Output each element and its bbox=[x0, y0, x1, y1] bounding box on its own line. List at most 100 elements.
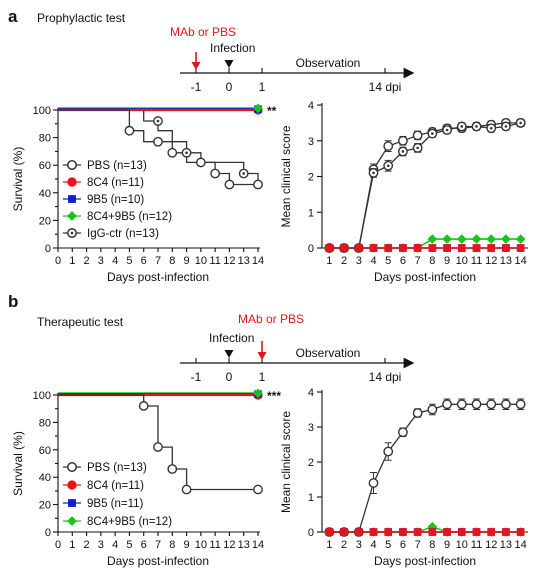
data-point bbox=[427, 128, 438, 139]
data-point bbox=[472, 244, 481, 252]
infection-marker bbox=[224, 350, 234, 358]
data-point-dot bbox=[504, 125, 508, 128]
data-point bbox=[502, 528, 510, 536]
data-point bbox=[443, 528, 451, 536]
treatment-arrowhead bbox=[191, 62, 201, 70]
data-point bbox=[369, 528, 378, 536]
y-tick-label: 100 bbox=[33, 390, 51, 402]
x-tick-label: 11 bbox=[471, 539, 482, 551]
x-tick-label: 5 bbox=[126, 255, 132, 267]
data-point bbox=[456, 234, 467, 244]
treatment-label: MAb or PBS bbox=[170, 25, 236, 39]
series-line bbox=[329, 122, 521, 249]
observation-label: Observation bbox=[296, 346, 361, 360]
data-point bbox=[486, 123, 497, 134]
data-point bbox=[413, 528, 422, 536]
x-tick-label: 6 bbox=[400, 539, 406, 551]
y-tick-label: 1 bbox=[308, 207, 314, 219]
y-tick-label: 60 bbox=[39, 445, 51, 457]
data-point bbox=[442, 399, 452, 410]
x-tick-label: 10 bbox=[456, 255, 468, 267]
data-point bbox=[398, 427, 408, 438]
data-point bbox=[153, 116, 163, 126]
y-tick-label: 0 bbox=[45, 243, 51, 255]
legend-marker bbox=[67, 177, 77, 187]
x-tick-label: 7 bbox=[415, 255, 421, 267]
legend-marker bbox=[67, 228, 77, 238]
y-tick-label: 1 bbox=[308, 492, 314, 504]
y-tick-label: 3 bbox=[308, 136, 314, 148]
data-point bbox=[413, 244, 422, 252]
x-tick-label: 13 bbox=[500, 255, 512, 267]
data-point bbox=[354, 528, 363, 536]
x-tick-label: 6 bbox=[400, 255, 406, 267]
data-point-dot bbox=[372, 171, 375, 175]
data-point bbox=[369, 244, 378, 252]
series-line bbox=[58, 394, 258, 491]
data-point bbox=[486, 399, 497, 410]
series-line bbox=[329, 122, 521, 249]
data-point bbox=[368, 168, 379, 178]
timeline-tick-label: 1 bbox=[259, 80, 266, 94]
data-point bbox=[501, 234, 511, 244]
observation-label: Observation bbox=[296, 56, 361, 70]
legend-marker bbox=[68, 195, 76, 203]
x-tick-label: 1 bbox=[69, 255, 75, 267]
x-tick-label: 8 bbox=[169, 539, 175, 551]
y-axis-label: Mean clinical score bbox=[279, 125, 293, 227]
data-point bbox=[516, 244, 525, 252]
x-tick-label: 6 bbox=[141, 539, 147, 551]
data-point bbox=[124, 125, 135, 136]
data-point bbox=[515, 117, 526, 128]
x-axis-label: Days post-infection bbox=[374, 554, 476, 568]
data-point-dot bbox=[489, 126, 493, 130]
x-tick-label: 9 bbox=[184, 539, 190, 551]
x-tick-label: 10 bbox=[456, 539, 468, 551]
y-tick-label: 20 bbox=[39, 215, 51, 227]
x-tick-label: 12 bbox=[223, 255, 235, 267]
data-point bbox=[412, 142, 423, 153]
data-point bbox=[399, 528, 407, 536]
data-point-dot bbox=[156, 119, 160, 123]
significance-label: ** bbox=[267, 104, 277, 118]
legend-marker bbox=[67, 516, 77, 526]
x-tick-label: 2 bbox=[84, 539, 90, 551]
x-tick-label: 7 bbox=[415, 539, 421, 551]
data-point bbox=[181, 147, 192, 158]
infection-label: Infection bbox=[210, 41, 255, 55]
panel-letter-b: b bbox=[8, 292, 18, 311]
x-tick-label: 1 bbox=[326, 255, 332, 267]
timeline-tick-label: -1 bbox=[191, 370, 202, 384]
x-tick-label: 11 bbox=[209, 255, 220, 267]
x-tick-label: 4 bbox=[370, 255, 376, 267]
data-point-dot bbox=[431, 132, 434, 135]
data-point bbox=[427, 404, 438, 415]
y-tick-label: 60 bbox=[39, 160, 51, 172]
data-point bbox=[471, 121, 482, 132]
data-point bbox=[383, 446, 394, 457]
data-point-dot bbox=[475, 125, 478, 128]
legend-marker bbox=[67, 462, 77, 472]
legend-marker bbox=[67, 160, 77, 170]
data-point bbox=[428, 244, 437, 252]
data-point bbox=[515, 399, 526, 410]
x-tick-label: 8 bbox=[429, 539, 435, 551]
x-tick-label: 5 bbox=[385, 255, 391, 267]
timeline-tick-label: 14 dpi bbox=[369, 370, 402, 384]
x-tick-label: 12 bbox=[223, 539, 235, 551]
data-point-dot bbox=[401, 150, 405, 153]
data-point bbox=[515, 234, 526, 244]
data-point bbox=[412, 408, 423, 418]
data-point bbox=[153, 136, 163, 147]
timeline-tick-label: 0 bbox=[226, 80, 233, 94]
legend-marker-dot bbox=[70, 231, 74, 235]
data-point bbox=[471, 234, 482, 244]
x-tick-label: 14 bbox=[515, 539, 527, 551]
data-point bbox=[472, 528, 481, 536]
timeline-tick-label: -1 bbox=[191, 80, 202, 94]
timeline-tick-label: 1 bbox=[259, 370, 266, 384]
legend-label: 8C4 (n=11) bbox=[87, 480, 144, 492]
panel-title-b: Therapeutic test bbox=[37, 315, 124, 329]
